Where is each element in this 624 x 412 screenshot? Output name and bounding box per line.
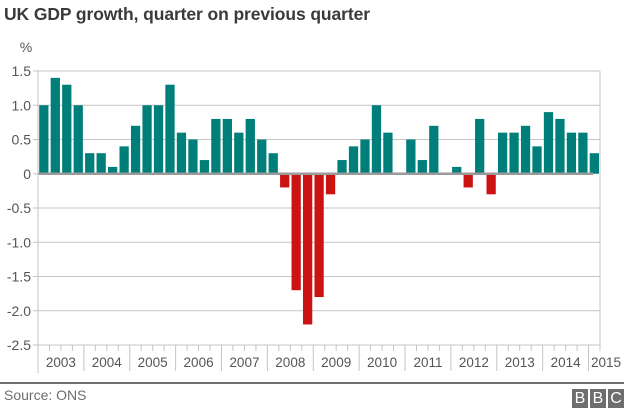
- bar: [371, 105, 382, 174]
- x-tick-label: 2006: [184, 355, 214, 370]
- bar: [85, 153, 95, 174]
- bbc-logo: B B C: [572, 389, 624, 408]
- bar: [268, 153, 278, 174]
- bar: [509, 132, 519, 174]
- bar: [257, 139, 267, 174]
- bar: [234, 132, 244, 174]
- bar: [486, 173, 496, 195]
- bar: [589, 153, 599, 174]
- bar: [497, 132, 508, 174]
- y-tick-label: -1.5: [7, 269, 31, 285]
- x-tick-label: 2011: [413, 355, 442, 370]
- bar: [130, 125, 141, 174]
- bar: [532, 146, 542, 174]
- y-tick-label: 0.5: [12, 132, 32, 148]
- bar: [429, 125, 439, 174]
- bar: [96, 153, 106, 174]
- x-tick-label: 2012: [459, 355, 489, 370]
- bar: [543, 112, 554, 174]
- bar: [520, 125, 531, 174]
- bar: [62, 84, 72, 174]
- bar: [383, 132, 393, 174]
- bar: [555, 118, 565, 174]
- bar: [325, 173, 336, 195]
- y-tick-label: -2.5: [7, 337, 31, 353]
- x-tick-label: 2010: [367, 355, 397, 370]
- bbc-logo-letter: B: [572, 389, 588, 408]
- bar: [176, 132, 187, 174]
- bbc-logo-letter: C: [608, 389, 624, 408]
- bar: [348, 146, 359, 174]
- bar: [73, 105, 83, 174]
- bar: [245, 118, 255, 174]
- x-tick-label: 2009: [321, 355, 351, 370]
- x-tick-label: 2005: [138, 355, 168, 370]
- x-tick-label: 2004: [92, 355, 123, 370]
- bar: [337, 160, 347, 174]
- bar: [578, 132, 588, 174]
- bar: [417, 160, 427, 174]
- bar: [50, 77, 60, 174]
- y-axis-label: %: [20, 39, 32, 55]
- y-tick-label: -1.0: [7, 234, 31, 250]
- bar: [199, 160, 210, 174]
- x-tick-label: 2015: [591, 355, 621, 370]
- y-tick-label: 1.0: [12, 97, 32, 113]
- bar: [291, 173, 301, 291]
- source-label: Source: ONS: [4, 387, 87, 403]
- y-tick-label: -2.0: [7, 303, 31, 319]
- bar: [119, 146, 129, 174]
- bar: [153, 105, 164, 174]
- x-tick-label: 2003: [46, 355, 76, 370]
- bar: [406, 139, 416, 174]
- bar: [211, 118, 221, 174]
- x-tick-label: 2007: [229, 355, 259, 370]
- footer-divider: [0, 382, 624, 384]
- bar: [222, 118, 232, 174]
- bar: [280, 173, 290, 188]
- bar: [302, 173, 313, 325]
- bar: [188, 139, 198, 174]
- y-tick-label: -0.5: [7, 200, 31, 216]
- x-tick-label: 2014: [551, 355, 582, 370]
- bar: [314, 173, 324, 298]
- y-tick-label: 0: [23, 166, 31, 182]
- bar: [39, 105, 49, 174]
- bar: [142, 105, 152, 174]
- y-tick-label: 1.5: [12, 63, 32, 79]
- bar: [566, 132, 577, 174]
- x-tick-label: 2013: [505, 355, 535, 370]
- bar: [475, 118, 485, 174]
- x-tick-label: 2008: [275, 355, 305, 370]
- chart-plot: % 1.5 1.0 0.5 0 -0.5 -1.0 -1.5 -2.0 -2.5 2003 200…: [7, 39, 621, 373]
- bar: [108, 166, 118, 174]
- bar: [452, 166, 462, 174]
- bbc-logo-letter: B: [590, 389, 606, 408]
- bar: [463, 173, 473, 188]
- bar: [360, 139, 370, 174]
- bar: [165, 84, 175, 174]
- chart-title: UK GDP growth, quarter on previous quart…: [4, 4, 370, 24]
